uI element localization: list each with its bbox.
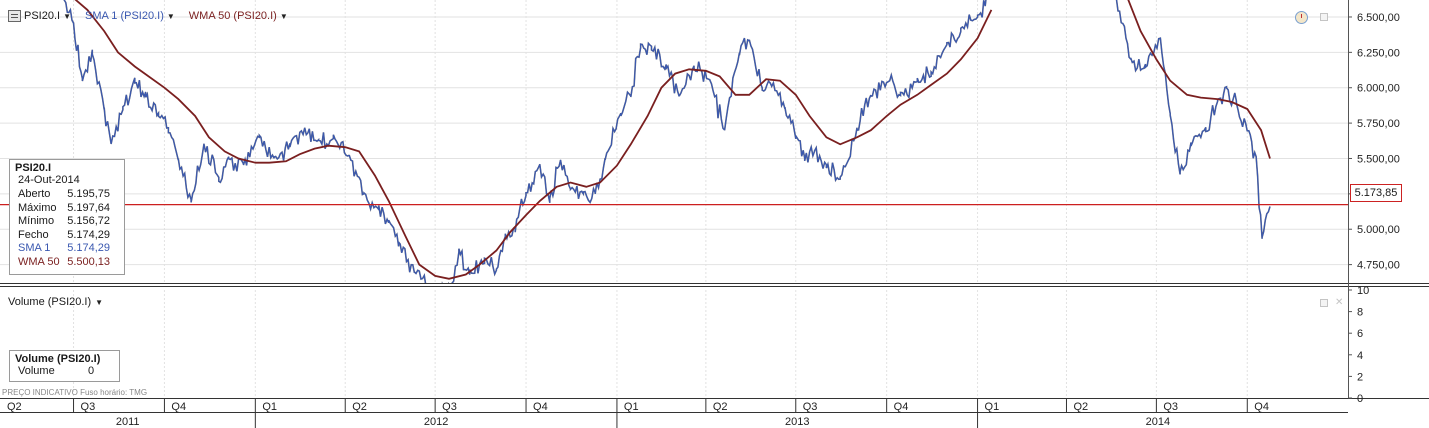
volume-tick-label: 0: [1357, 393, 1363, 405]
volume-tick-label: 2: [1357, 371, 1363, 383]
sma1-line: [63, 0, 1271, 283]
quarter-label: Q3: [442, 401, 457, 413]
footer-note: PREÇO INDICATIVO Fuso horário: TMG: [2, 388, 148, 397]
price-tick-label: 6.000,00: [1357, 83, 1400, 95]
close-volume-panel-icon[interactable]: ✕: [1335, 297, 1344, 308]
chevron-down-icon: ▼: [166, 11, 175, 21]
legend-row: SMA 1 5.174,29: [18, 242, 111, 255]
legend-row: Aberto 5.195,75: [18, 188, 111, 200]
wma-indicator-selector[interactable]: WMA 50 (PSI20.I) ▼: [189, 10, 288, 22]
volume-legend-box: Volume (PSI20.I) Volume 0: [9, 350, 120, 382]
quarter-label: Q4: [171, 401, 186, 413]
legend-date: 24-Out-2014: [18, 174, 80, 186]
chevron-down-icon: ▼: [63, 11, 71, 21]
year-label: 2011: [116, 416, 140, 428]
symbol-selector[interactable]: PSI20.I ▼: [8, 10, 71, 22]
quarter-label: Q4: [1254, 401, 1269, 413]
quarter-label: Q3: [81, 401, 96, 413]
chevron-down-icon: ▼: [95, 297, 104, 307]
price-tick-label: 6.250,00: [1357, 47, 1400, 59]
volume-panel-title: Volume (PSI20.I): [8, 296, 92, 308]
maximize-panel-icon[interactable]: [1320, 13, 1328, 21]
xaxis-background: [0, 399, 1348, 428]
quarter-label: Q4: [894, 401, 909, 413]
wma-indicator-label: WMA 50 (PSI20.I): [188, 10, 277, 22]
year-label: 2014: [1146, 416, 1170, 428]
volume-panel-selector[interactable]: Volume (PSI20.I) ▼: [8, 296, 103, 308]
legend-row: Máximo 5.197,64: [18, 201, 111, 214]
quarter-label: Q2: [7, 401, 22, 413]
legend-title: PSI20.I: [15, 162, 52, 174]
chevron-down-icon: ▼: [279, 11, 288, 21]
volume-tick-label: 10: [1357, 285, 1369, 297]
wma50-line: [74, 0, 1271, 280]
volume-tick-label: 8: [1357, 307, 1363, 319]
price-tick-label: 4.750,00: [1357, 260, 1400, 272]
price-tick-label: 5.750,00: [1357, 118, 1400, 130]
symbol-label: PSI20.I: [24, 10, 61, 22]
sma-indicator-selector[interactable]: SMA 1 (PSI20.I) ▼: [85, 10, 175, 22]
price-tick-label: 6.500,00: [1357, 12, 1400, 24]
price-tick-label: 5.000,00: [1357, 224, 1400, 236]
quarter-label: Q1: [262, 401, 277, 413]
year-label: 2013: [785, 416, 809, 428]
price-tick-label: 5.500,00: [1357, 153, 1400, 165]
quarter-label: Q4: [533, 401, 548, 413]
clock-icon[interactable]: [1295, 11, 1308, 24]
quarter-label: Q3: [803, 401, 818, 413]
chart-toolbar: PSI20.I ▼ SMA 1 (PSI20.I) ▼ WMA 50 (PSI2…: [8, 6, 288, 26]
price-bars-shadow: [63, 0, 1271, 283]
quarter-label: Q1: [624, 401, 639, 413]
quarter-label: Q2: [352, 401, 367, 413]
quarter-label: Q2: [1073, 401, 1088, 413]
volume-tick-label: 4: [1357, 350, 1363, 362]
price-legend-box: PSI20.I 24-Out-2014 Aberto 5.195,75 Máxim…: [9, 159, 125, 275]
quarter-label: Q2: [713, 401, 728, 413]
volume-legend-row: Volume 0: [18, 365, 95, 377]
last-price-label: 5.173,85: [1350, 184, 1402, 202]
maximize-volume-panel-icon[interactable]: [1320, 299, 1328, 307]
legend-row: Fecho 5.174,29: [18, 228, 111, 241]
volume-tick-label: 6: [1357, 328, 1363, 340]
volume-legend-title: Volume (PSI20.I): [15, 353, 101, 365]
symbol-icon: [8, 10, 21, 22]
quarter-label: Q3: [1163, 401, 1178, 413]
year-label: 2012: [424, 416, 448, 428]
sma-indicator-label: SMA 1 (PSI20.I): [85, 10, 164, 22]
legend-row: WMA 50 5.500,13: [18, 255, 111, 268]
legend-row: Mínimo 5.156,72: [18, 215, 111, 228]
quarter-label: Q1: [985, 401, 1000, 413]
